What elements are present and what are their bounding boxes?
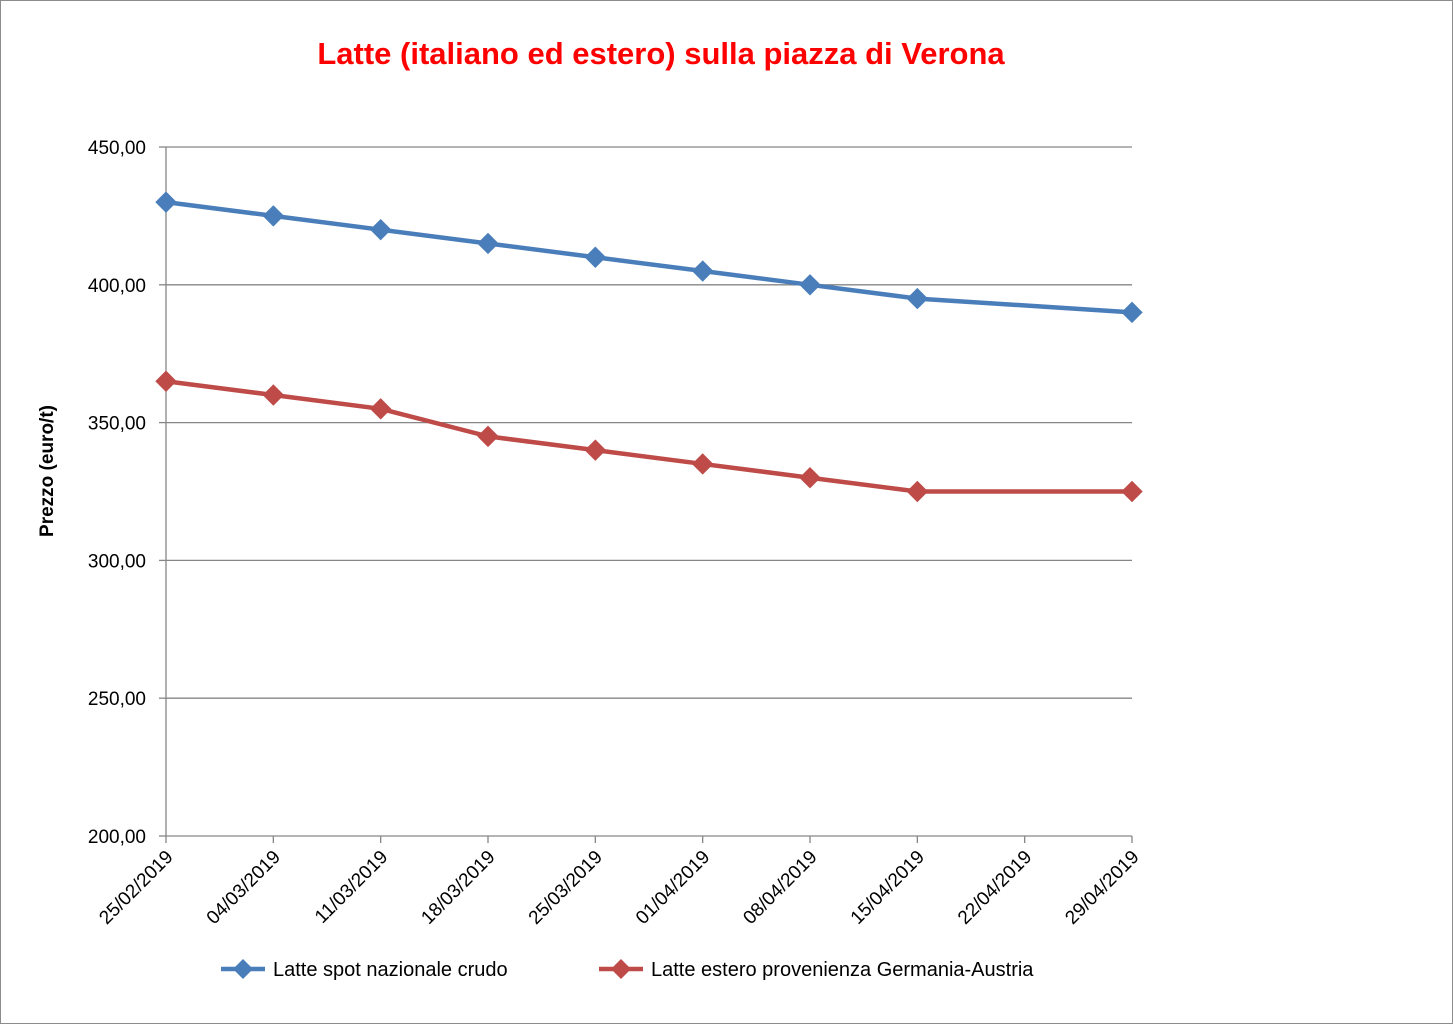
series-line [165, 199, 1133, 315]
x-tick-label: 25/03/2019 [525, 847, 607, 929]
legend-item: Latte spot nazionale crudo [221, 959, 508, 981]
y-tick-label: 200,00 [88, 827, 146, 848]
axes: 200,00 250,00 300,00 350,00 400,00 450,00 25/0… [88, 138, 1144, 929]
data-point [906, 287, 929, 310]
x-tick-label: 22/04/2019 [954, 847, 1036, 929]
series-1 [155, 191, 1143, 324]
x-tick-label: 18/03/2019 [417, 847, 499, 929]
data-point [155, 370, 177, 392]
series-2 [155, 370, 1143, 503]
x-tick-label: 25/02/2019 [95, 847, 177, 929]
legend-item: Latte estero provenienza Germania-Austri… [599, 959, 1034, 981]
x-tick-label: 04/03/2019 [203, 847, 285, 929]
data-point [584, 439, 607, 461]
legend-label: Latte spot nazionale crudo [273, 959, 508, 981]
data-point [799, 274, 821, 296]
series-line [165, 379, 1132, 494]
chart-title: Latte (italiano ed estero) sulla piazza … [317, 36, 1005, 71]
data-point [262, 384, 285, 406]
series-layer [155, 191, 1143, 503]
x-tick-label: 11/03/2019 [311, 847, 392, 928]
gridlines [166, 146, 1132, 699]
legend: Latte spot nazionale crudo Latte estero p… [221, 959, 1034, 981]
data-point [262, 205, 285, 227]
x-tick-label: 01/04/2019 [632, 847, 714, 929]
y-tick-label: 300,00 [88, 551, 146, 572]
y-tick-label: 250,00 [88, 689, 146, 710]
y-tick-label: 400,00 [88, 276, 146, 297]
x-tick-label: 29/04/2019 [1061, 847, 1143, 929]
data-point [584, 246, 607, 268]
data-point [691, 453, 714, 475]
data-point [1121, 480, 1143, 503]
data-point [906, 480, 929, 503]
data-point [369, 398, 392, 420]
y-axis-label: Prezzo (euro/t) [37, 405, 58, 537]
data-point [691, 260, 714, 282]
data-point [1121, 301, 1143, 324]
legend-label: Latte estero provenienza Germania-Austri… [651, 959, 1034, 981]
data-point [799, 467, 821, 489]
x-tick-label: 08/04/2019 [739, 847, 821, 929]
y-tick-label: 350,00 [88, 414, 146, 435]
legend-swatch-marker [233, 959, 253, 979]
data-point [477, 425, 499, 448]
data-point [369, 218, 392, 241]
x-tick-label: 15/04/2019 [847, 847, 929, 929]
data-point [155, 191, 177, 213]
legend-swatch-marker [611, 959, 631, 979]
data-point [477, 232, 499, 255]
y-tick-label: 450,00 [88, 138, 146, 159]
